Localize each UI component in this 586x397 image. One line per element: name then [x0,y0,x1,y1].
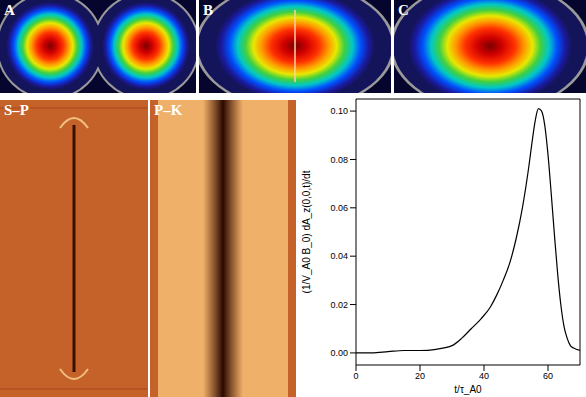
svg-text:0.06: 0.06 [330,203,348,213]
html-text:A: A [4,2,15,18]
html-text:S–P: S–P [4,102,29,118]
svg-text:20: 20 [415,371,425,381]
svg-text:0: 0 [353,371,358,381]
svg-text:t/τ_A0: t/τ_A0 [454,384,482,395]
html-text:B: B [203,2,213,18]
svg-text:0.04: 0.04 [330,251,348,261]
svg-text:(1/V_A0 B_0) dA_z(0,0,t)/dt: (1/V_A0 B_0) dA_z(0,0,t)/dt [301,170,312,293]
svg-text:0.10: 0.10 [330,106,348,116]
html-text:C: C [398,2,409,18]
svg-text:0.02: 0.02 [330,300,348,310]
svg-text:60: 60 [543,371,553,381]
svg-text:40: 40 [479,371,489,381]
svg-text:0.08: 0.08 [330,155,348,165]
svg-text:0.00: 0.00 [330,348,348,358]
html-text:P–K: P–K [154,102,183,118]
